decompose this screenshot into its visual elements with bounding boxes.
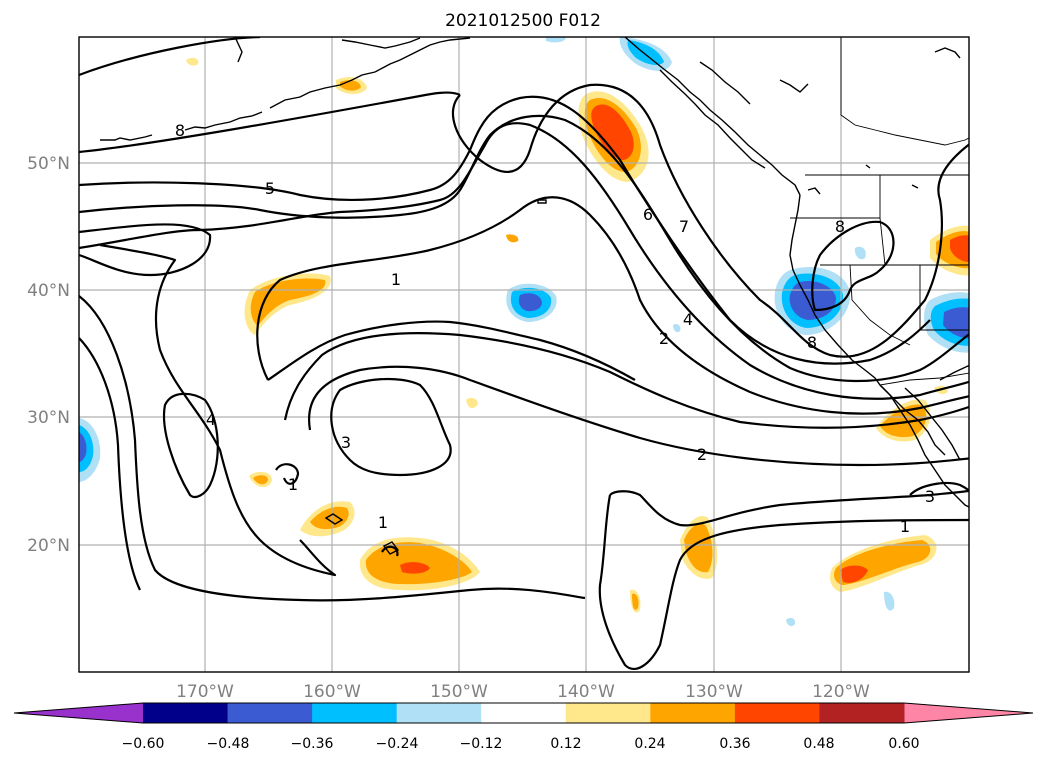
colorbar-ticks: −0.60 −0.48 −0.36 −0.24 −0.12 0.12 0.24 … [122, 736, 920, 752]
contour-lines [79, 37, 969, 670]
gridlines [79, 37, 969, 672]
lon-label-120w: 120°W [812, 682, 870, 702]
colorbar-segment [227, 703, 313, 723]
lat-label-20n: 20°N [27, 536, 70, 556]
colorbar-segment [143, 703, 229, 723]
contour-label: 2 [659, 329, 669, 348]
map-area [79, 37, 969, 672]
borders [790, 37, 969, 386]
contour-label: 3 [341, 433, 351, 452]
colorbar-segment [396, 703, 482, 723]
colorbar-tick-label: −0.12 [460, 736, 503, 752]
colorbar-tick-label: 0.24 [634, 736, 665, 752]
lon-label-150w: 150°W [430, 682, 488, 702]
colorbar-min-extend [14, 703, 143, 723]
colorbar-outline [13, 702, 1034, 724]
colorbar-segment [565, 703, 651, 723]
contour-label: 1 [391, 270, 401, 289]
colorbar-tick-label: 0.36 [719, 736, 750, 752]
lon-label-160w: 160°W [303, 682, 361, 702]
latitude-labels: 50°N 40°N 30°N 20°N [27, 154, 70, 556]
colorbar-segment [650, 703, 736, 723]
colorbar-tick-label: −0.24 [376, 736, 419, 752]
contour-label: 8 [807, 333, 817, 352]
contour-label: 8 [835, 217, 845, 236]
lat-label-40n: 40°N [27, 281, 70, 301]
contour-label: 6 [643, 205, 653, 224]
longitude-labels: 170°W 160°W 150°W 140°W 130°W 120°W [176, 682, 870, 702]
colorbar-tick-label: 0.12 [550, 736, 581, 752]
contour-label: 2 [697, 445, 707, 464]
contour-label: 3 [925, 487, 935, 506]
contour-label: 4 [206, 410, 216, 429]
colorbar-max-extend [904, 703, 1033, 723]
contour-label: 4 [683, 310, 693, 329]
contour-label: 1 [288, 475, 298, 494]
map-frame [78, 36, 970, 673]
colorbar-tick-label: −0.48 [207, 736, 250, 752]
colorbar-segments [143, 703, 905, 723]
contour-labels: 8 5 1 6 7 4 2 8 8 4 3 1 1 2 3 1 [175, 121, 935, 536]
contour-label: 1 [378, 513, 388, 532]
colorbar-segment [819, 703, 905, 723]
map-title: 2021012500 F012 [445, 11, 601, 31]
lon-label-130w: 130°W [685, 682, 743, 702]
lon-label-170w: 170°W [176, 682, 234, 702]
colorbar-tick-label: 0.60 [888, 736, 919, 752]
colorbar-tick-label: −0.36 [291, 736, 334, 752]
contour-label: 8 [175, 121, 185, 140]
colorbar-segment [481, 703, 567, 723]
colorbar: −0.60 −0.48 −0.36 −0.24 −0.12 0.12 0.24 … [13, 702, 1034, 752]
lat-label-30n: 30°N [27, 408, 70, 428]
colorbar-segment [734, 703, 820, 723]
lat-label-50n: 50°N [27, 154, 70, 174]
lon-label-140w: 140°W [557, 682, 615, 702]
contour-label: 7 [679, 217, 689, 236]
colorbar-segment [312, 703, 398, 723]
contour-label: 5 [265, 179, 275, 198]
colorbar-tick-label: 0.48 [803, 736, 834, 752]
colorbar-tick-label: −0.60 [122, 736, 165, 752]
contour-label: 1 [900, 517, 910, 536]
